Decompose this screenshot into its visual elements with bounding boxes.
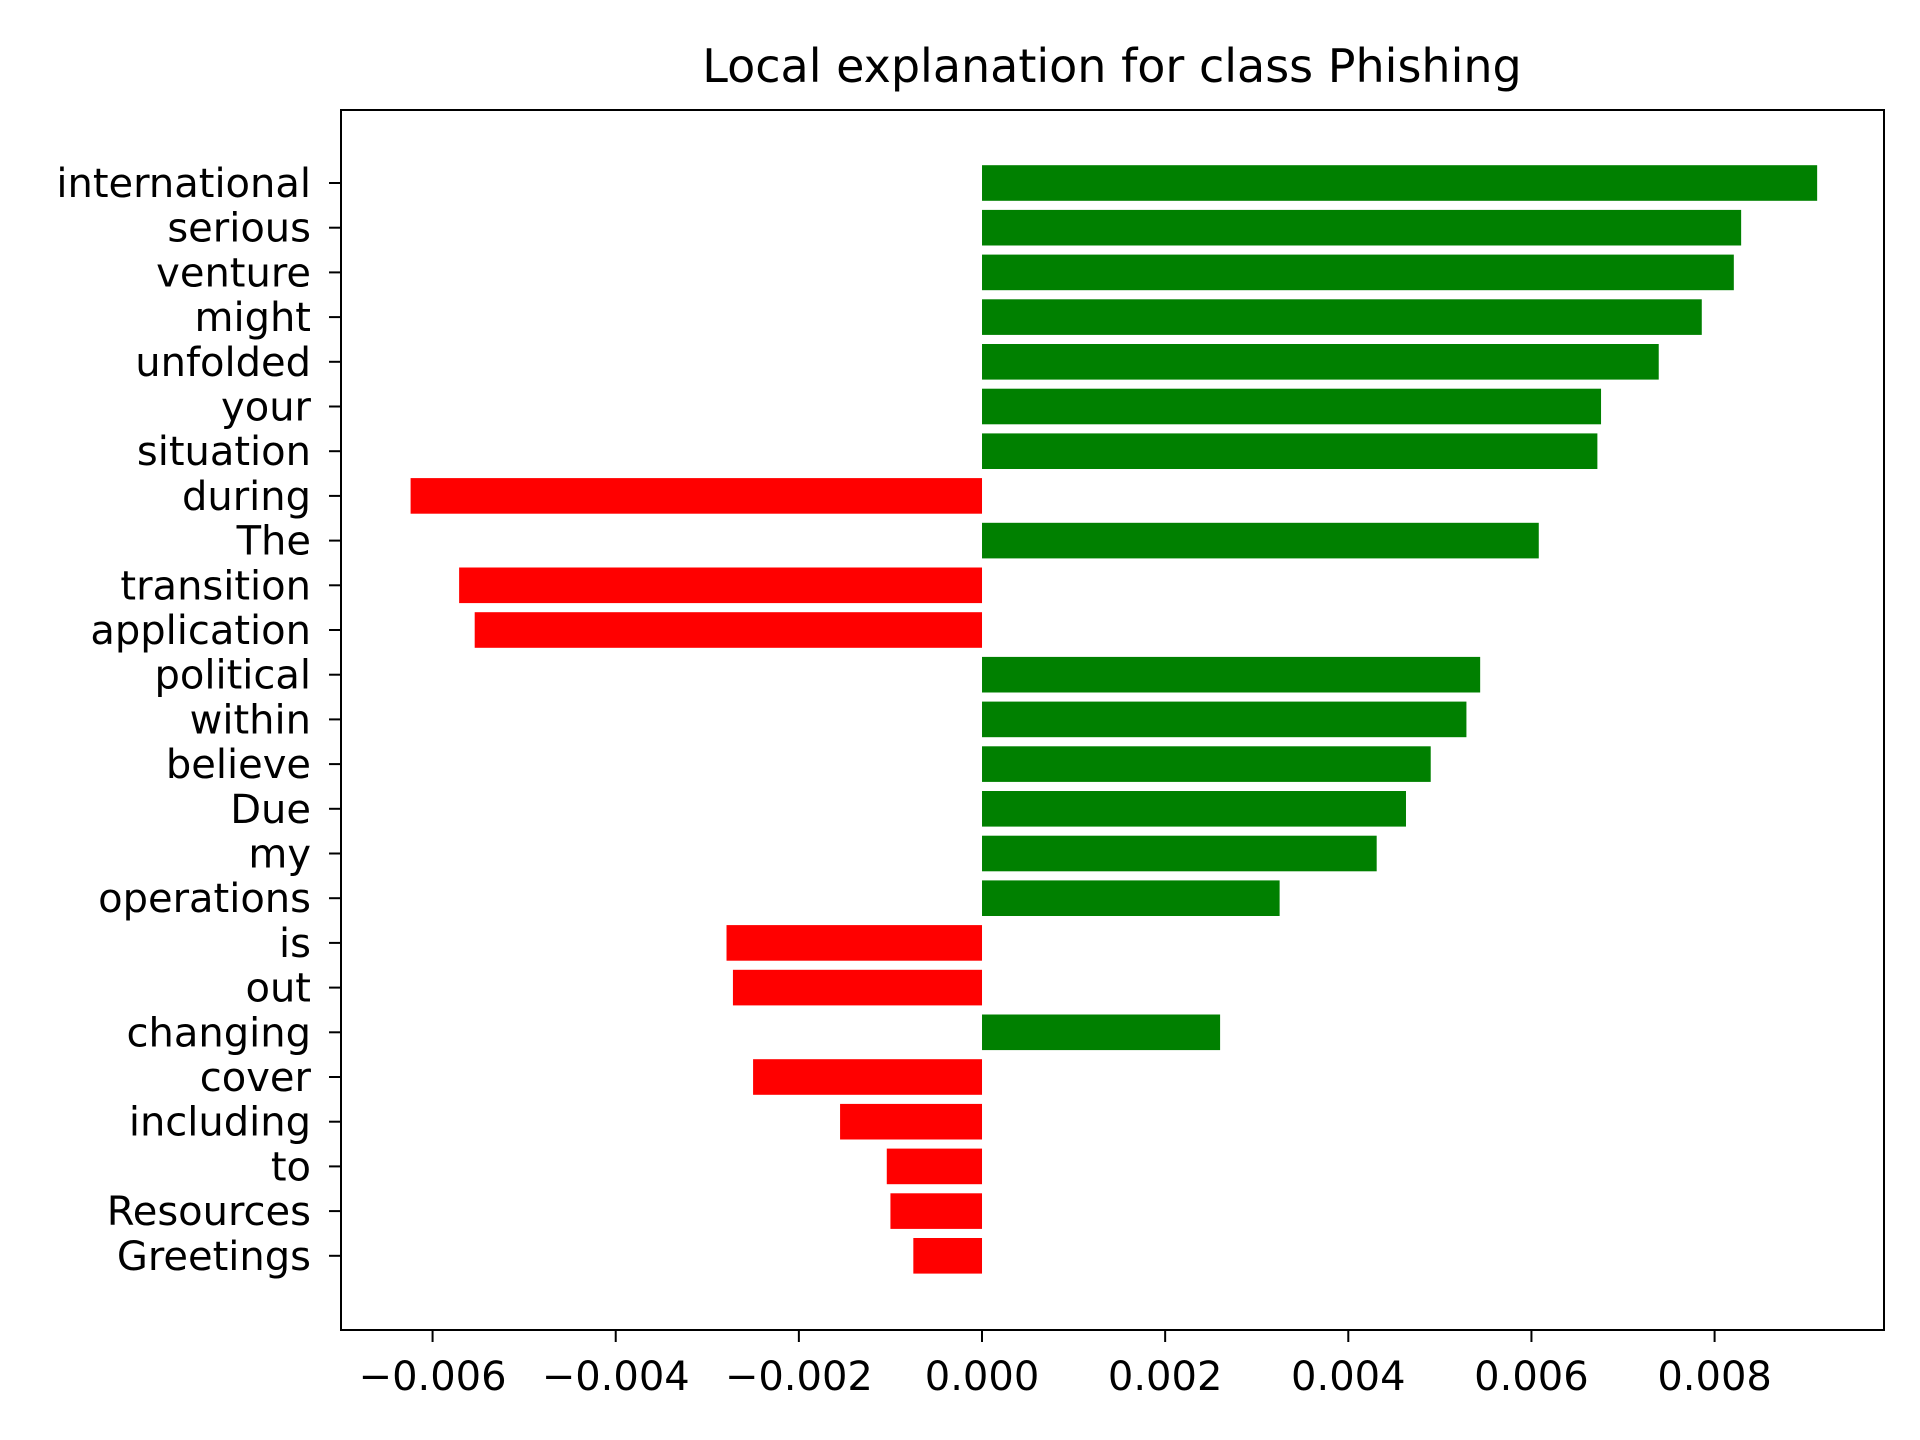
x-tick-label: 0.000 [925,1354,1040,1400]
bar-to [886,1148,983,1185]
y-tick-label: Greetings [117,1234,311,1280]
y-tick-label: my [248,832,311,878]
bars-group [410,165,1818,1274]
bar-political [982,656,1481,693]
y-tick-label: to [271,1144,311,1190]
y-tick-label: application [90,608,311,654]
bar-international [982,165,1818,201]
chart-title: Local explanation for class Phishing [702,39,1521,93]
bar-believe [982,746,1431,782]
bar-is [726,925,983,961]
bar-cover [753,1059,983,1095]
y-tick-label: serious [167,206,311,252]
bar-serious [982,209,1742,246]
x-tick-label: 0.002 [1108,1354,1223,1400]
y-tick-label: during [182,474,311,520]
y-tick-label: including [129,1100,311,1146]
y-tick-label: cover [200,1055,312,1101]
x-axis-ticks: −0.006 −0.004 −0.002 0.000 0.002 0.004 0.006 0.… [359,1330,1772,1400]
bar-transition [459,567,983,604]
x-tick-label: −0.004 [542,1354,690,1400]
x-tick-label: 0.004 [1291,1354,1406,1400]
bar-greetings [913,1238,983,1274]
x-tick-label: −0.006 [359,1354,507,1400]
bar-your [982,388,1602,425]
bar-situation [982,433,1598,469]
plot-frame [340,109,1885,1331]
bar-due [982,791,1406,827]
y-tick-label: Resources [107,1189,311,1235]
y-axis-ticks: internationalseriousventuremightunfolded… [56,161,341,1280]
y-tick-label: The [236,519,311,565]
bar-during [410,478,983,514]
bar-out [732,969,983,1006]
bar-operations [982,880,1280,916]
bar-application [474,612,983,648]
bar-within [982,701,1467,738]
y-tick-label: your [221,385,311,431]
x-tick-label: −0.002 [725,1354,873,1400]
x-tick-label: 0.008 [1657,1354,1772,1400]
y-tick-label: international [56,161,311,207]
bar-including [840,1103,983,1140]
y-tick-label: situation [137,429,311,475]
y-tick-label: operations [98,876,311,922]
x-tick-label: 0.006 [1474,1354,1589,1400]
y-tick-label: unfolded [135,340,311,386]
bar-resources [890,1193,983,1229]
y-tick-label: might [194,295,311,341]
y-tick-label: within [190,697,311,743]
y-tick-label: is [279,921,311,967]
bar-unfolded [982,344,1659,380]
y-tick-label: political [154,653,311,699]
y-tick-label: believe [166,742,311,788]
bar-changing [982,1014,1221,1051]
y-tick-label: out [245,966,311,1012]
bar-might [982,299,1702,335]
bar-my [982,835,1377,872]
y-tick-label: Due [230,787,311,833]
bar-venture [982,254,1734,291]
y-tick-label: changing [127,1010,311,1056]
bar-the [982,522,1539,559]
y-tick-label: venture [156,250,311,296]
y-tick-label: transition [120,563,311,609]
